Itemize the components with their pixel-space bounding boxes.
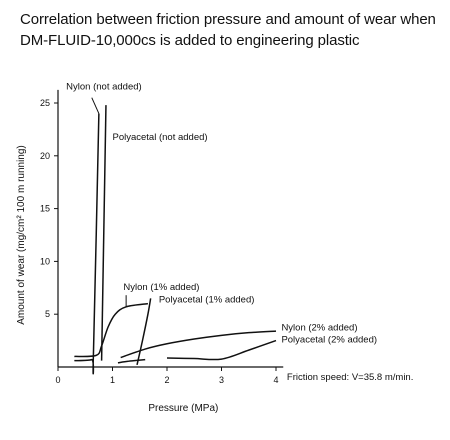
y-tick-label: 5 [45,309,50,319]
x-axis-label: Pressure (MPa) [148,403,218,414]
series-leader-nylon-not-added [91,97,100,114]
series-line-unlabeled [166,339,277,361]
series-line-nylon-1-added [74,302,149,358]
y-tick-label: 10 [40,256,50,266]
series-label-nylon-not-added: Nylon (not added) [66,81,142,92]
title-line-2: DM-FLUID-10,000cs is added to engineerin… [20,32,360,49]
x-tick-label: 1 [110,375,115,385]
y-tick-label: 15 [40,204,50,214]
series-label-polyacetal-not-added: Polyacetal (not added) [113,132,208,143]
series-label-polyacetal-1-added: Polyacetal (1% added) [159,295,255,306]
series-label-nylon-2-added: Nylon (2% added) [281,323,357,334]
x-tick-label: 4 [273,375,278,385]
y-tick-label: 20 [40,151,50,161]
friction-speed-note: Friction speed: V=35.8 m/min. [287,372,413,383]
series-line-polyacetal-2-added [117,358,146,364]
x-tick-label: 2 [164,375,169,385]
series-line-nylon-2-added [120,330,277,359]
title-line-1: Correlation between friction pressure an… [20,11,436,28]
series-line-polyacetal-not-added [100,105,107,361]
y-axis-label: Amount of wear (mg/cm² 100 m running) [16,145,27,325]
series-line-polyacetal-1-added [136,298,152,366]
series-label-nylon-1-added: Nylon (1% added) [123,282,199,293]
x-tick-label: 3 [219,375,224,385]
chart-title: Correlation between friction pressure an… [20,9,440,51]
series-label-polyacetal-2-added: Polyacetal (2% added) [281,335,377,346]
series-line-nylon-not-added [74,113,100,375]
y-tick-label: 25 [40,98,50,108]
x-tick-label: 0 [55,375,60,385]
